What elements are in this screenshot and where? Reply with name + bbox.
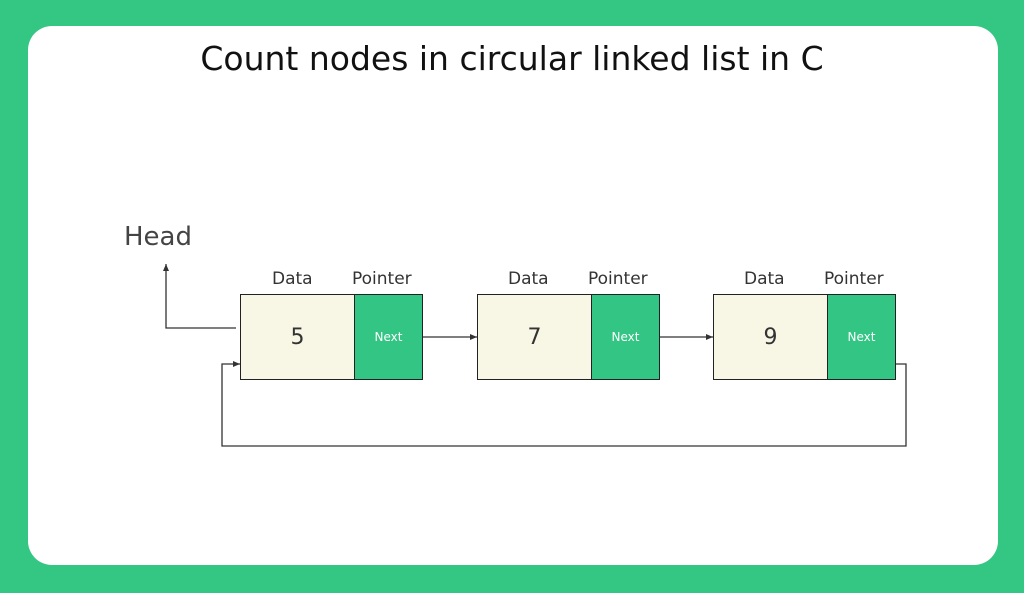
node-1-data-cell: 5 — [240, 294, 355, 380]
circular-return-arrow — [221, 361, 907, 447]
head-label: Head — [124, 222, 192, 252]
node-3-pointer-label: Pointer — [824, 269, 884, 289]
node-1-data-label: Data — [272, 269, 313, 289]
diagram-title: Count nodes in circular linked list in C — [200, 39, 824, 78]
head-arrow — [163, 264, 236, 329]
node-2-pointer-cell: Next — [591, 294, 660, 380]
node-3-data-label: Data — [744, 269, 785, 289]
node-2-data-label: Data — [508, 269, 549, 289]
node-3-data-cell: 9 — [713, 294, 828, 380]
node-1-pointer-label: Pointer — [352, 269, 412, 289]
node-2-pointer-label: Pointer — [588, 269, 648, 289]
node-1-pointer-cell: Next — [354, 294, 423, 380]
node-2-data-cell: 7 — [477, 294, 592, 380]
node-3-pointer-cell: Next — [827, 294, 896, 380]
